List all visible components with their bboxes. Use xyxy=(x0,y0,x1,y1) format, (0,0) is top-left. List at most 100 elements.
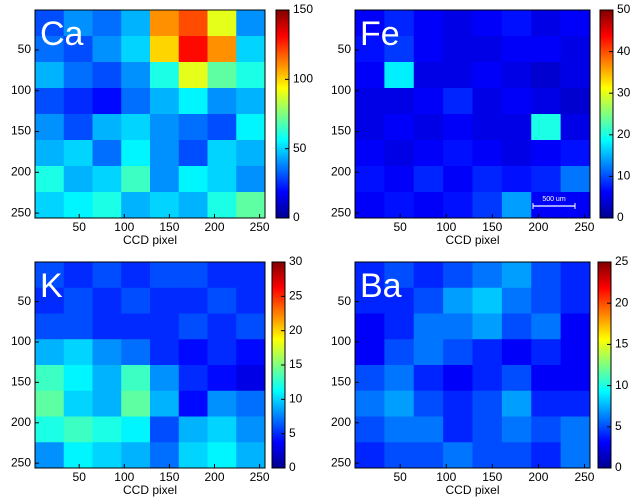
heat-cell xyxy=(178,140,208,167)
heat-cell xyxy=(150,416,180,443)
heat-cell xyxy=(63,166,93,193)
heat-cell xyxy=(63,442,93,469)
colorbar-tick-label: 0 xyxy=(617,210,624,224)
axes-frame xyxy=(34,9,266,219)
heat-cell xyxy=(121,313,151,340)
heat-cell xyxy=(236,390,266,417)
y-tick-label: 100 xyxy=(331,334,351,348)
heat-cell xyxy=(35,114,65,141)
heat-cell xyxy=(443,62,473,89)
heat-cell xyxy=(121,390,151,417)
heat-cell xyxy=(178,88,208,115)
heat-cell xyxy=(560,262,591,289)
heat-cell xyxy=(384,192,415,219)
y-tick-label: 250 xyxy=(331,205,351,219)
heat-cell xyxy=(443,313,473,340)
heat-cell xyxy=(63,313,93,340)
heat-cell xyxy=(413,140,444,167)
heat-cell xyxy=(413,262,444,289)
heat-cell xyxy=(63,114,93,141)
heat-cell xyxy=(384,287,415,314)
y-tick-label: 200 xyxy=(11,164,31,178)
heat-cell xyxy=(207,365,237,392)
heat-cell xyxy=(355,88,385,115)
heat-cell xyxy=(413,88,444,115)
colorbar-tick-label: 20 xyxy=(289,323,303,337)
heat-cell xyxy=(355,442,385,469)
heat-cell xyxy=(207,339,237,366)
colorbar-tick-label: 30 xyxy=(289,254,303,268)
heat-cell xyxy=(207,62,237,89)
y-tick-label: 250 xyxy=(11,455,31,469)
heat-cell xyxy=(560,365,591,392)
y-tick-label: 100 xyxy=(11,334,31,348)
heat-cell xyxy=(150,166,180,193)
x-tick-label: 250 xyxy=(574,220,594,234)
heat-cell xyxy=(92,88,122,115)
colorbar-tick-label: 5 xyxy=(615,419,622,433)
heat-cell xyxy=(92,287,122,314)
heat-cell xyxy=(355,339,385,366)
heat-cell xyxy=(92,10,122,37)
heat-cell xyxy=(92,339,122,366)
heat-cell xyxy=(472,88,503,115)
heat-cell xyxy=(413,442,444,469)
colorbar-tick-label: 150 xyxy=(293,2,313,16)
heat-cell xyxy=(413,416,444,443)
heat-cell xyxy=(472,192,503,219)
heat-cell xyxy=(121,262,151,289)
heat-cell xyxy=(384,140,415,167)
x-tick-label: 200 xyxy=(204,470,224,484)
y-tick-label: 150 xyxy=(11,375,31,389)
x-tick-label: 50 xyxy=(393,220,407,234)
heat-cell xyxy=(207,416,237,443)
heat-cell xyxy=(236,287,266,314)
colorbar-tick-label: 50 xyxy=(293,141,307,155)
heat-cell xyxy=(236,442,266,469)
colorbar-tick-label: 30 xyxy=(617,85,631,99)
colorbar-tick-label: 25 xyxy=(615,254,629,268)
heat-cell xyxy=(472,62,503,89)
heat-cell xyxy=(413,390,444,417)
heat-cell xyxy=(35,192,65,219)
heat-cell xyxy=(501,114,532,141)
heat-cell xyxy=(207,262,237,289)
y-tick-label: 100 xyxy=(331,83,351,97)
colorbar-tick-label: 20 xyxy=(615,295,629,309)
heat-cell xyxy=(413,10,444,37)
colorbar-tick-label: 15 xyxy=(289,357,303,371)
heat-cell xyxy=(472,10,503,37)
heat-cell xyxy=(501,365,532,392)
heat-cell xyxy=(501,62,532,89)
heat-cell xyxy=(35,442,65,469)
y-tick-label: 150 xyxy=(11,124,31,138)
heat-cell xyxy=(121,287,151,314)
heat-cell xyxy=(236,166,266,193)
heat-cell xyxy=(501,140,532,167)
heat-cell xyxy=(531,365,562,392)
heat-cell xyxy=(92,140,122,167)
heat-cell xyxy=(35,390,65,417)
heat-cell xyxy=(501,262,532,289)
heat-cell xyxy=(236,140,266,167)
heat-cell xyxy=(178,62,208,89)
heat-cell xyxy=(207,166,237,193)
x-tick-label: 200 xyxy=(204,220,224,234)
heat-cell xyxy=(35,416,65,443)
heat-cell xyxy=(207,442,237,469)
colorbar xyxy=(275,9,290,219)
heat-cell xyxy=(150,390,180,417)
heat-cell xyxy=(121,140,151,167)
heat-cell xyxy=(443,36,473,63)
x-tick-label: 50 xyxy=(393,470,407,484)
y-tick-label: 200 xyxy=(331,415,351,429)
heat-cell xyxy=(384,166,415,193)
heat-cell xyxy=(207,313,237,340)
y-tick-label: 50 xyxy=(18,42,32,56)
heat-cell xyxy=(63,36,93,63)
heat-cell xyxy=(35,36,65,63)
colorbar-tick-label: 10 xyxy=(617,169,631,183)
heat-cell xyxy=(178,416,208,443)
x-tick-label: 250 xyxy=(574,470,594,484)
heat-cell xyxy=(35,313,65,340)
